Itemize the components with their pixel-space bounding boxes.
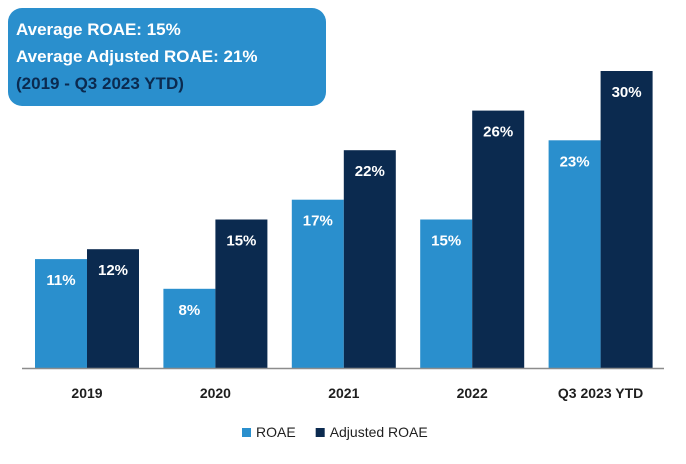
bar-roae-2019 bbox=[35, 259, 87, 368]
bar-adjusted-roae-2022 bbox=[472, 110, 525, 368]
period-note-text: (2019 - Q3 2023 YTD) bbox=[16, 74, 184, 93]
average-roae-text: Average ROAE: 15% bbox=[16, 20, 181, 39]
data-label-roae-2020: 8% bbox=[179, 302, 201, 319]
legend-label-roae: ROAE bbox=[256, 424, 296, 440]
x-tick-label: Q3 2023 YTD bbox=[558, 385, 643, 401]
summary-callout: Average ROAE: 15% Average Adjusted ROAE:… bbox=[8, 8, 326, 106]
legend-swatch-adjusted-roae bbox=[315, 428, 325, 437]
bars-layer: 11% 12% 8% 15% 17% 22% 15% 26% 23% 30% bbox=[35, 71, 653, 368]
data-label-roae-2021: 17% bbox=[303, 213, 333, 230]
bar-roae-2021 bbox=[291, 199, 344, 368]
bar-roae-2020 bbox=[163, 288, 216, 368]
x-tick-label: 2020 bbox=[200, 385, 231, 401]
legend-label-adjusted-roae: Adjusted ROAE bbox=[330, 424, 428, 440]
data-label-roae-2019: 11% bbox=[46, 272, 75, 289]
data-label-roae-q3-2023-ytd: 23% bbox=[560, 153, 590, 170]
data-label-adjusted-roae-2022: 26% bbox=[483, 124, 513, 141]
data-label-adjusted-roae-2019: 12% bbox=[98, 262, 128, 279]
x-tick-label: 2019 bbox=[71, 385, 102, 401]
x-tick-label: 2022 bbox=[457, 385, 488, 401]
data-label-adjusted-roae-q3-2023-ytd: 30% bbox=[612, 84, 642, 101]
bar-adjusted-roae-2020 bbox=[215, 219, 268, 368]
bar-adjusted-roae-q3-2023-ytd bbox=[600, 71, 653, 368]
bar-roae-2022 bbox=[420, 219, 473, 368]
average-adjusted-roae-text: Average Adjusted ROAE: 21% bbox=[16, 47, 258, 66]
bar-adjusted-roae-2019 bbox=[87, 249, 139, 368]
x-tick-labels: 2019 2020 2021 2022 Q3 2023 YTD bbox=[71, 385, 643, 401]
data-label-adjusted-roae-2021: 22% bbox=[355, 163, 385, 180]
data-label-adjusted-roae-2020: 15% bbox=[226, 233, 256, 250]
bar-adjusted-roae-2021 bbox=[343, 150, 396, 368]
data-label-roae-2022: 15% bbox=[431, 233, 461, 250]
bar-roae-q3-2023-ytd bbox=[548, 140, 601, 368]
legend-swatch-roae bbox=[242, 428, 251, 437]
legend: ROAE Adjusted ROAE bbox=[242, 424, 428, 440]
x-tick-label: 2021 bbox=[328, 385, 359, 401]
